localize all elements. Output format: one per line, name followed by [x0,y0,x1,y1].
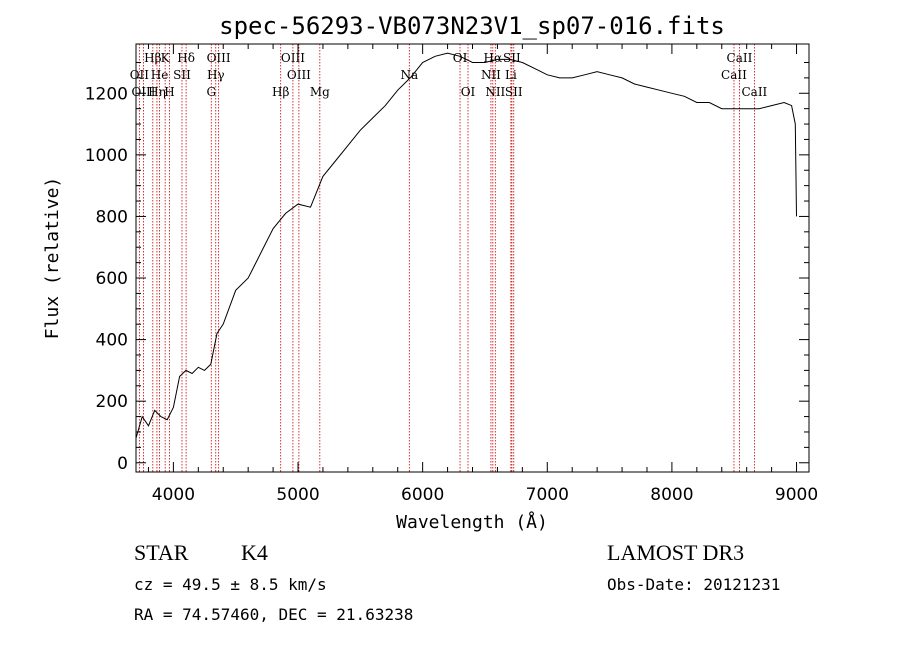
x-tick-label: 7000 [526,485,569,505]
spectral-line-label: OI [453,51,468,65]
plot-frame [135,43,810,473]
spectral-line-label: Hβ [144,51,161,65]
object-subclass: K4 [241,540,268,565]
spectral-line-label: Hβ [272,85,289,99]
sky-coordinates: RA = 74.57460, DEC = 21.63238 [134,605,413,624]
x-tick-label: 4000 [152,485,195,505]
spectral-line-markers [138,44,755,472]
y-tick-label: 1200 [85,84,128,104]
spectral-line-label: NII [481,68,501,82]
spectral-line-labels: Hβ OII OIII He Hη K H SII Hδ OIII Hγ G OIII OIII Hβ Mg N… [130,51,768,99]
x-tick-label: 6000 [401,485,444,505]
spectral-line-label: He [151,68,169,82]
y-tick-label: 600 [96,269,128,289]
y-tick-label: 1000 [85,146,128,166]
spectral-line-label: Hα [484,51,503,65]
redshift-velocity: cz = 49.5 ± 8.5 km/s [134,575,327,594]
x-tick-label: 5000 [276,485,319,505]
spectral-line-label: CaII [741,85,767,99]
spectral-line-label: H [164,85,174,99]
spectral-line-label: SII [505,85,523,99]
x-tick-label: 9000 [775,485,818,505]
spectral-line-label: OIII [131,85,155,99]
y-tick-label: 400 [96,331,128,351]
spectral-line-label: OIII [207,51,231,65]
spectrum-line [135,52,797,439]
spectral-line-label: Hδ [177,51,195,65]
spectral-line-label: OIII [281,51,305,65]
spectral-line-label: Hγ [207,68,225,82]
spectral-line-label: Hη [148,85,166,99]
spectral-line-label: K [161,51,171,65]
x-tick-label: 8000 [650,485,693,505]
object-class: STAR [134,540,189,565]
spectral-line-label: SII [173,68,191,82]
spectral-line-label: CaII [727,51,753,65]
y-axis-label: Flux (relative) [42,177,63,340]
spectral-line-label: Li [505,68,517,82]
x-axis-label: Wavelength (Å) [396,511,548,533]
spectral-line-label: G [206,85,216,99]
chart-title: spec-56293-VB073N23V1_sp07-016.fits [219,12,725,40]
survey-name: LAMOST DR3 [607,540,744,565]
spectral-line-label: OIII [287,68,311,82]
spectral-line-label: SII [503,51,521,65]
y-tick-label: 200 [96,392,128,412]
spectrum-series [135,52,797,439]
observation-date: Obs-Date: 20121231 [607,575,780,594]
axis-ticks: 4000 5000 6000 7000 8000 9000 0 200 400 600 800 100… [85,44,818,505]
spectral-line-label: CaII [721,68,747,82]
spectral-line-label: OII [130,68,150,82]
spectral-line-label: OI [461,85,476,99]
y-tick-label: 800 [96,207,128,227]
spectral-line-label: NII [485,85,505,99]
y-tick-label: 0 [117,454,128,474]
spectral-line-label: Na [400,68,418,82]
spectral-line-label: Mg [310,85,330,99]
